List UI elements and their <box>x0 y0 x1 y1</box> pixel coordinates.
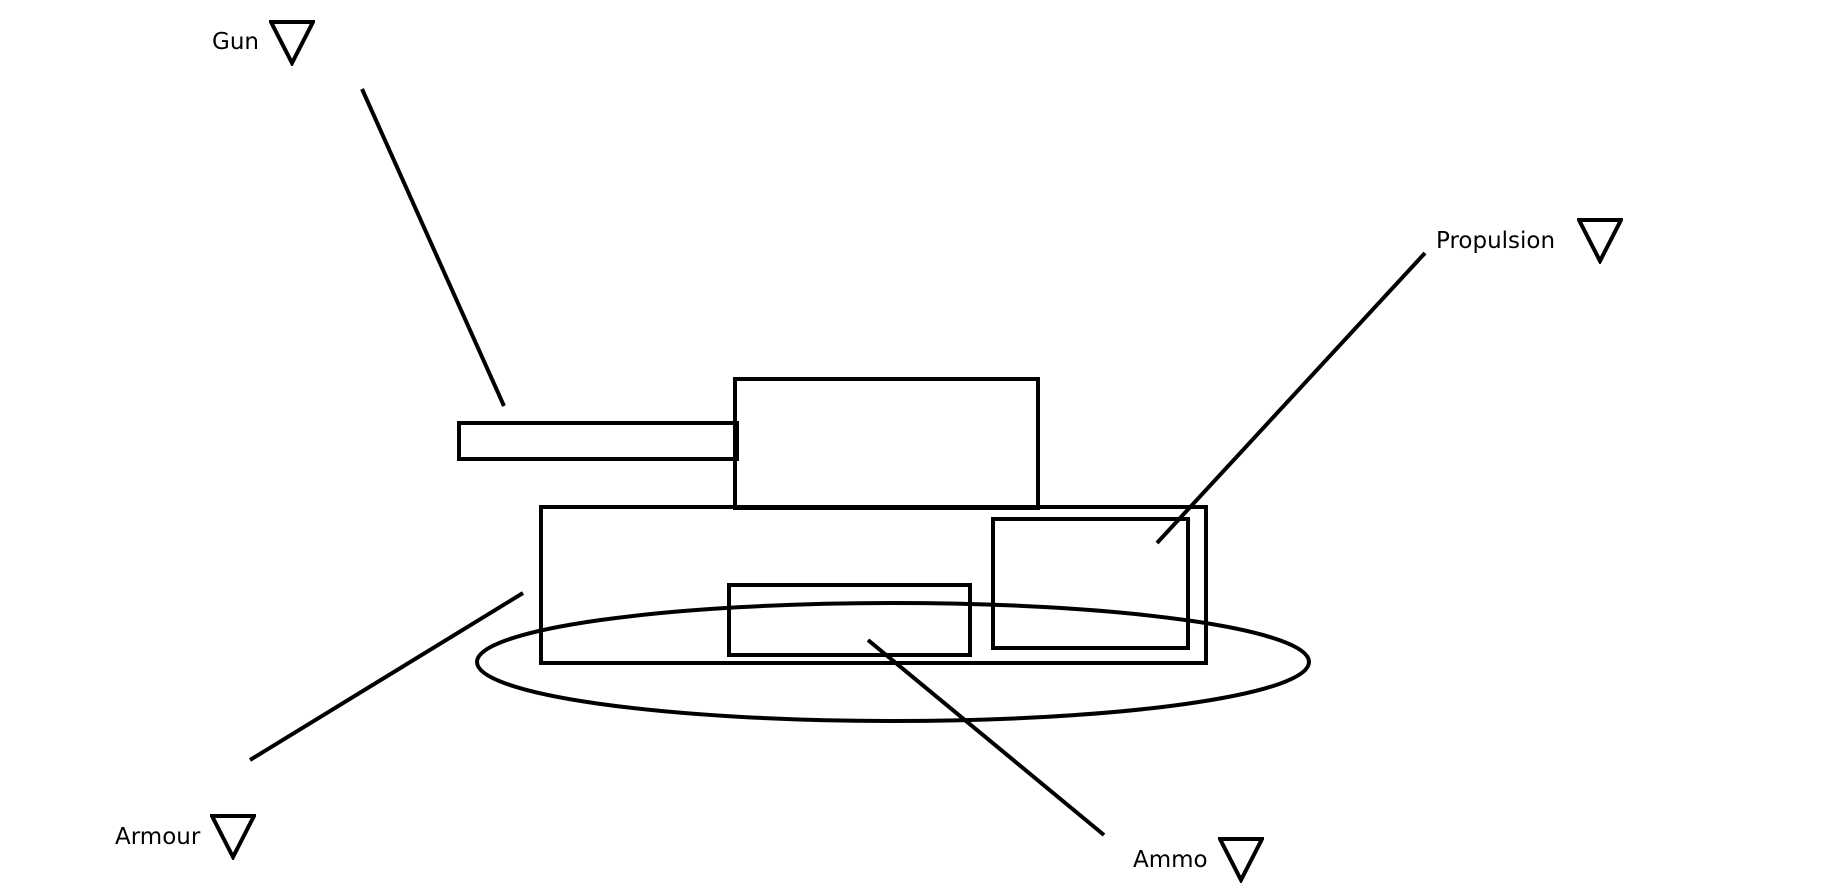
triangle-down-icon[interactable] <box>210 814 257 860</box>
armour-label: Armour <box>115 823 201 850</box>
armour-ring <box>475 601 1311 723</box>
propulsion-label: Propulsion <box>1436 227 1556 254</box>
gun-barrel <box>457 421 739 461</box>
triangle-down-icon[interactable] <box>1217 837 1264 883</box>
armour-selector[interactable]: Armour <box>115 814 257 860</box>
ammo-selector[interactable]: Ammo <box>1133 837 1264 883</box>
hull <box>539 505 1208 665</box>
armour-leader-line <box>248 591 525 762</box>
gun-leader-line <box>360 88 506 407</box>
ammo-label: Ammo <box>1133 846 1208 873</box>
propulsion-compartment <box>991 517 1190 650</box>
triangle-down-icon[interactable] <box>268 20 315 66</box>
propulsion-leader-line <box>1155 251 1427 545</box>
turret <box>733 377 1040 510</box>
propulsion-selector[interactable]: Propulsion <box>1436 218 1624 264</box>
ammo-compartment <box>727 583 972 657</box>
gun-selector[interactable]: Gun <box>212 20 315 66</box>
ammo-leader-line <box>866 638 1106 837</box>
triangle-down-icon[interactable] <box>1577 218 1624 264</box>
gun-label: Gun <box>212 28 259 55</box>
